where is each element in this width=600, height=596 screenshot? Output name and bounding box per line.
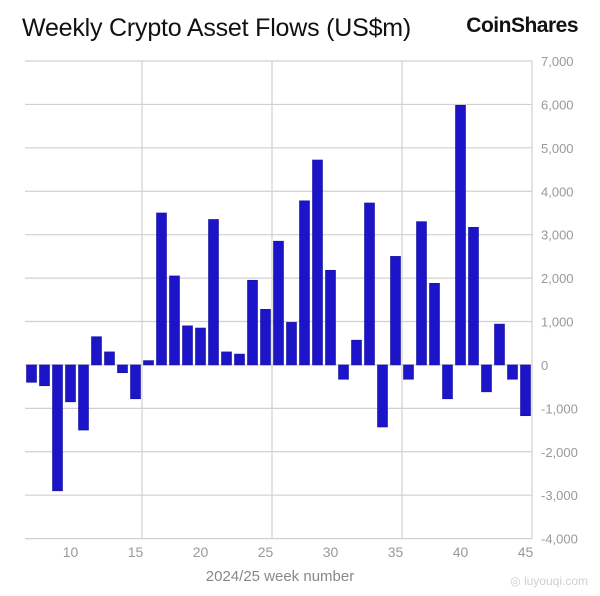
y-tick-label: 2,000 (541, 271, 574, 286)
x-tick-label: 10 (63, 544, 79, 560)
bar-week-33 (364, 202, 375, 366)
bar-week-12 (91, 336, 102, 366)
x-tick-label: 40 (453, 544, 469, 560)
bar-week-43 (494, 323, 505, 366)
bar-week-22 (221, 351, 232, 366)
bar-week-29 (312, 159, 323, 366)
bar-week-35 (390, 256, 401, 366)
x-tick-label: 35 (388, 544, 404, 560)
bar-week-18 (169, 275, 180, 366)
x-tick-label: 20 (193, 544, 209, 560)
bar-week-17 (156, 212, 167, 366)
y-tick-label: 3,000 (541, 228, 574, 243)
bar-week-10 (65, 364, 76, 403)
bar-week-25 (260, 309, 271, 366)
bar-week-38 (429, 283, 440, 366)
bar-week-45 (520, 364, 531, 417)
y-tick-label: -1,000 (541, 401, 578, 416)
x-tick-label: 15 (128, 544, 144, 560)
x-axis-label: 2024/25 week number (205, 568, 355, 585)
bar-week-40 (455, 104, 466, 366)
bar-week-27 (286, 322, 297, 366)
bar-week-19 (182, 325, 193, 366)
bar-week-8 (39, 364, 50, 387)
bar-week-14 (117, 364, 128, 374)
bar-week-30 (325, 269, 336, 366)
bar-week-11 (78, 364, 89, 431)
y-tick-label: 6,000 (541, 97, 574, 112)
bar-week-31 (338, 364, 349, 380)
y-tick-label: 7,000 (541, 54, 574, 69)
bar-week-15 (130, 364, 141, 400)
bar-week-21 (208, 219, 219, 366)
bar-week-9 (52, 364, 63, 492)
y-tick-label: -3,000 (541, 488, 578, 503)
bar-week-34 (377, 364, 388, 428)
bar-week-42 (481, 364, 492, 393)
bar-week-23 (234, 353, 245, 366)
bar-week-16 (143, 360, 154, 366)
bar-week-32 (351, 339, 362, 366)
y-tick-label: -2,000 (541, 445, 578, 460)
y-tick-label: -4,000 (541, 532, 578, 547)
coinshares-logo: CoinShares (466, 14, 578, 37)
bar-week-7 (26, 364, 37, 383)
bar-week-39 (442, 364, 453, 400)
bar-week-41 (468, 226, 479, 366)
bar-week-26 (273, 240, 284, 366)
y-tick-label: 0 (541, 358, 548, 373)
bar-week-20 (195, 327, 206, 366)
x-tick-label: 30 (323, 544, 339, 560)
bar-week-37 (416, 221, 427, 366)
bar-week-36 (403, 364, 414, 380)
watermark: ◎ luyouqi.com (510, 574, 588, 588)
chart-title: Weekly Crypto Asset Flows (US$m) (22, 14, 412, 42)
bar-week-28 (299, 200, 310, 366)
bar-week-13 (104, 351, 115, 366)
y-tick-label: 5,000 (541, 141, 574, 156)
x-tick-label: 25 (258, 544, 274, 560)
x-tick-label: 45 (518, 544, 534, 560)
bar-week-44 (507, 364, 518, 380)
y-tick-label: 4,000 (541, 184, 574, 199)
bar-week-24 (247, 279, 258, 366)
y-tick-label: 1,000 (541, 315, 574, 330)
